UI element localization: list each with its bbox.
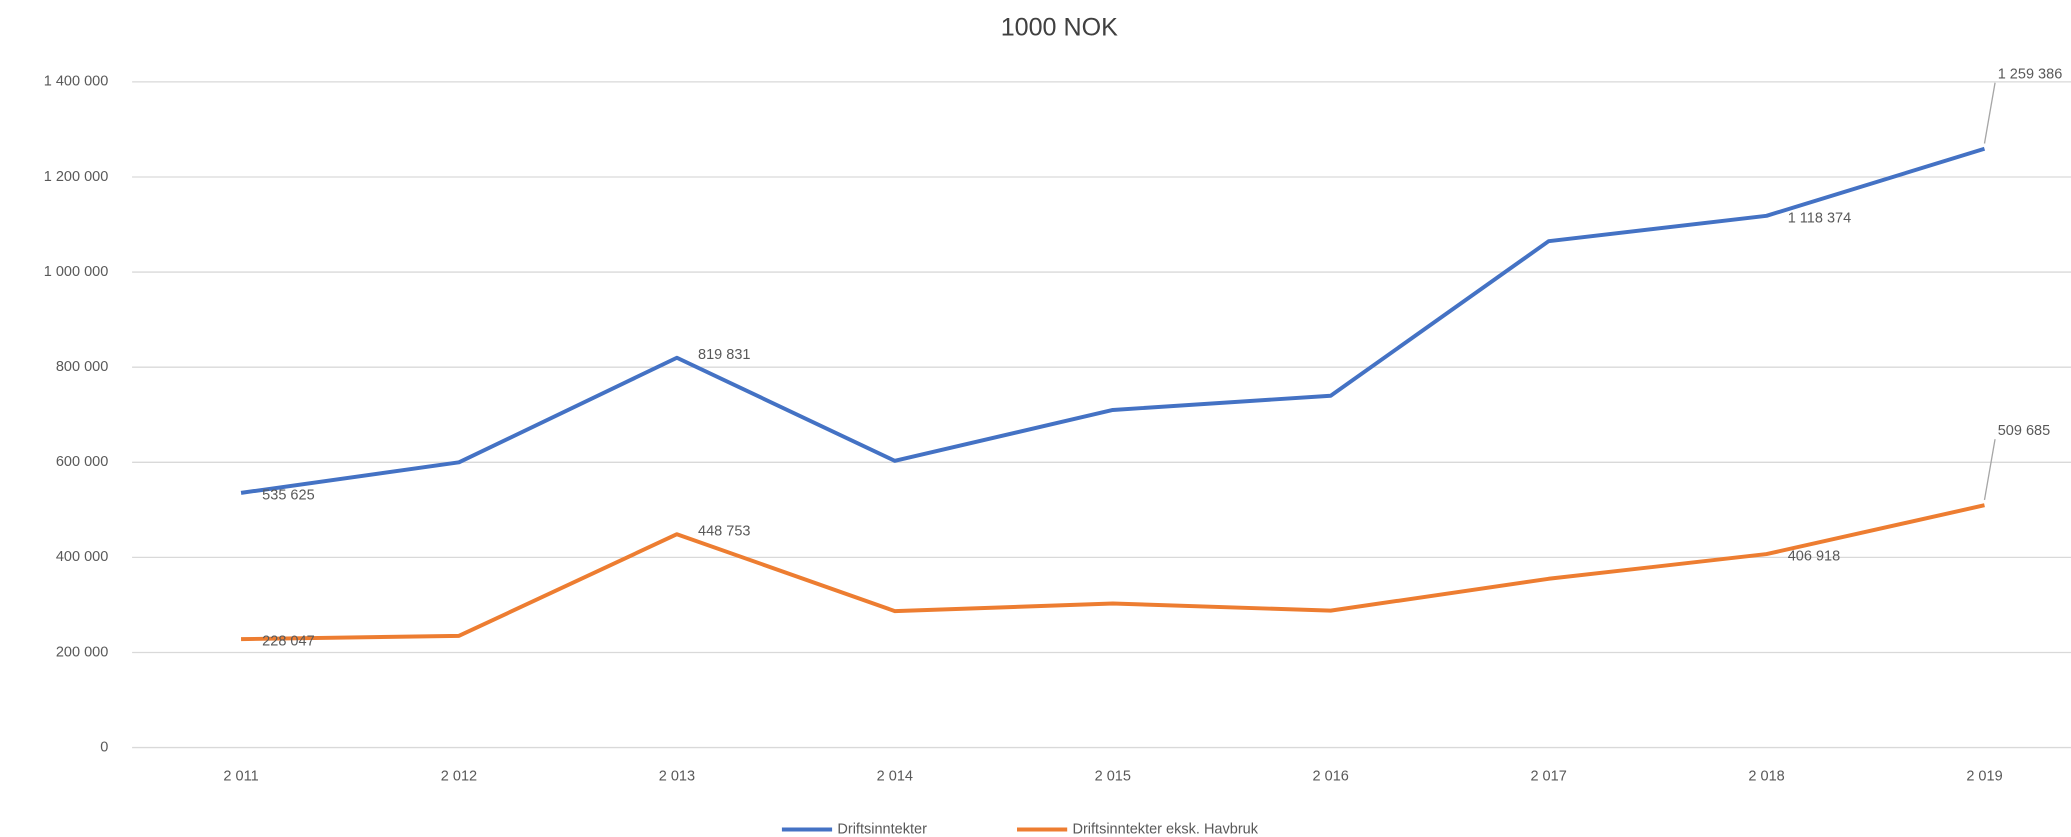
data-label: 1 118 374 [1788,210,1852,226]
data-label: 535 625 [262,487,314,503]
x-tick-label: 2 016 [1313,768,1349,784]
y-tick-label: 200 000 [56,644,108,660]
x-tick-label: 2 011 [223,768,258,784]
y-tick-label: 800 000 [56,359,108,375]
data-label: 1 259 386 [1998,67,2063,83]
x-tick-label: 2 019 [1966,768,2002,784]
y-tick-label: 1 400 000 [44,74,109,90]
legend-label: Driftsinntekter [837,821,927,837]
line [241,503,1985,642]
x-tick-label: 2 017 [1530,768,1566,784]
chart-title: 1000 NOK [1001,14,1118,42]
x-tick-label: 2 013 [659,768,695,784]
leader-line [1983,439,1996,501]
data-label: 509 685 [1998,423,2050,439]
y-tick-label: 600 000 [56,454,108,470]
data-label: 228 047 [262,634,314,650]
x-tick-label: 2 018 [1748,768,1784,784]
data-label: 406 918 [1788,549,1840,565]
y-tick-label: 400 000 [56,549,108,565]
x-tick-label: 2 012 [441,768,477,784]
y-tick-label: 1 200 000 [44,169,109,185]
y-tick-label: 0 [100,739,108,755]
data-label: 819 831 [698,347,750,363]
y-tick-label: 1 000 000 [44,264,109,280]
x-tick-label: 2 015 [1095,768,1131,784]
x-tick-label: 2 014 [877,768,913,784]
leader-line [1983,82,1996,144]
legend-label: Driftsinntekter eksk. Havbruk [1072,821,1258,837]
data-label: 448 753 [698,523,750,539]
line [240,146,1986,495]
